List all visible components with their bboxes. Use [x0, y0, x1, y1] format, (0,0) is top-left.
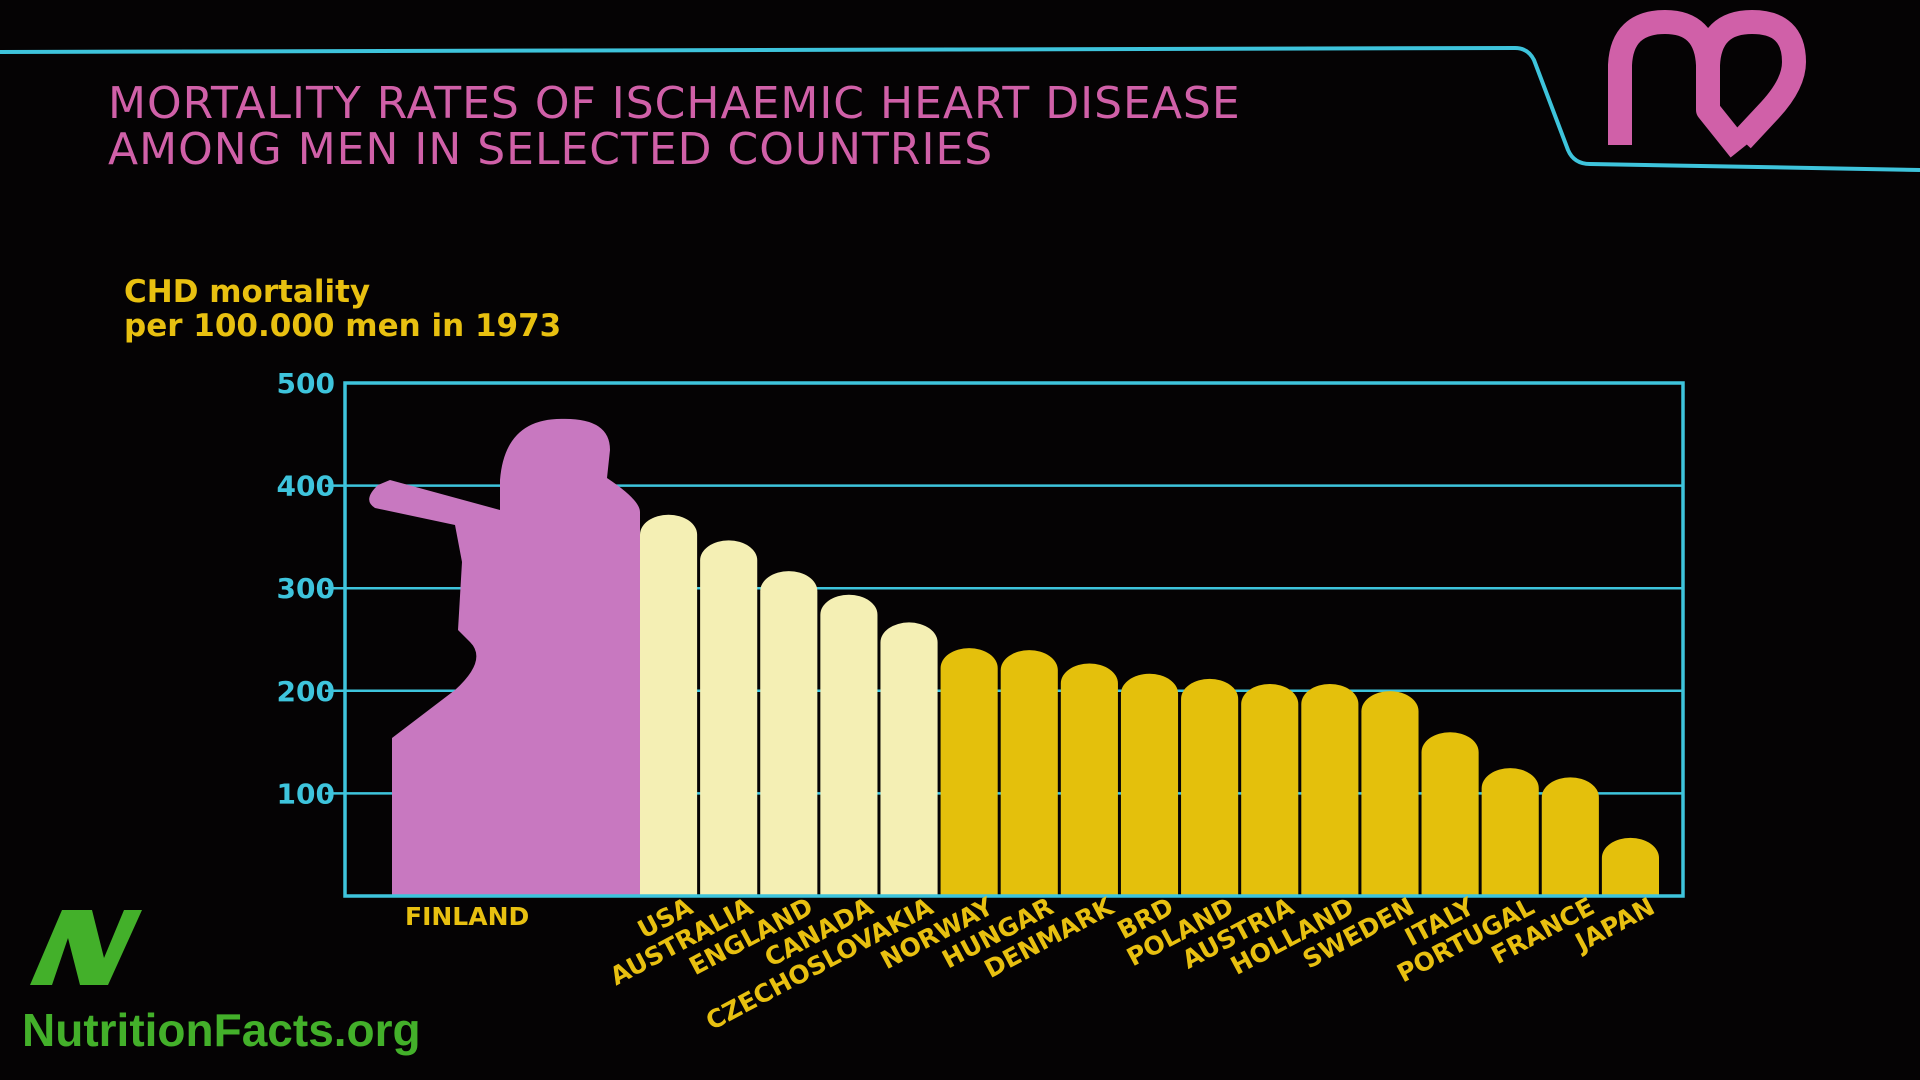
category-labels: FINLAND USAAUSTRALIAENGLANDCANADACZECHOSL…: [405, 891, 1659, 1036]
bar-holland: [1301, 683, 1359, 896]
y-tick-label: 200: [277, 675, 335, 708]
plot-bars: [369, 418, 1659, 896]
y-tick-label: 400: [277, 470, 335, 503]
bar-australia: [700, 540, 758, 896]
y-tick-labels: 100 200 300 400 500: [277, 367, 335, 810]
bar-japan: [1601, 837, 1659, 896]
bar-finland: [369, 418, 640, 896]
bar-hungar: [1000, 650, 1058, 896]
y-tick-label: 500: [277, 367, 335, 400]
bar-usa: [640, 514, 698, 896]
plot-frame: [343, 381, 1685, 898]
bar-norway: [940, 648, 998, 896]
y-axis-label-line-1: CHD mortality: [124, 274, 370, 310]
bar-denmark: [1060, 663, 1118, 896]
bar-poland: [1181, 678, 1239, 896]
bar-brd: [1120, 673, 1179, 896]
watermark-text: NutritionFacts.org: [22, 1004, 421, 1056]
bar-england: [760, 571, 818, 896]
bar-italy: [1421, 732, 1479, 896]
heart-logo-icon: [1608, 10, 1806, 158]
bar-austria: [1241, 684, 1299, 896]
frame-line: [0, 45, 1920, 172]
y-axis-label-line-2: per 100.000 men in 1973: [124, 308, 561, 344]
bar-canada: [820, 594, 878, 896]
bar-portugal: [1481, 768, 1539, 896]
plot-border: [343, 381, 1685, 898]
y-tick-label: 100: [277, 777, 335, 810]
chart-title-line-1: MORTALITY RATES OF ISCHAEMIC HEART DISEA…: [108, 78, 1241, 129]
bar-czechoslovakia: [880, 622, 938, 896]
chart-title-line-2: AMONG MEN IN SELECTED COUNTRIES: [108, 124, 993, 175]
bar-france: [1541, 777, 1599, 896]
nutritionfacts-n-logo-icon: [30, 910, 142, 985]
category-label: FINLAND: [405, 902, 529, 931]
bar-sweden: [1361, 691, 1419, 896]
y-tick-label: 300: [277, 572, 335, 605]
